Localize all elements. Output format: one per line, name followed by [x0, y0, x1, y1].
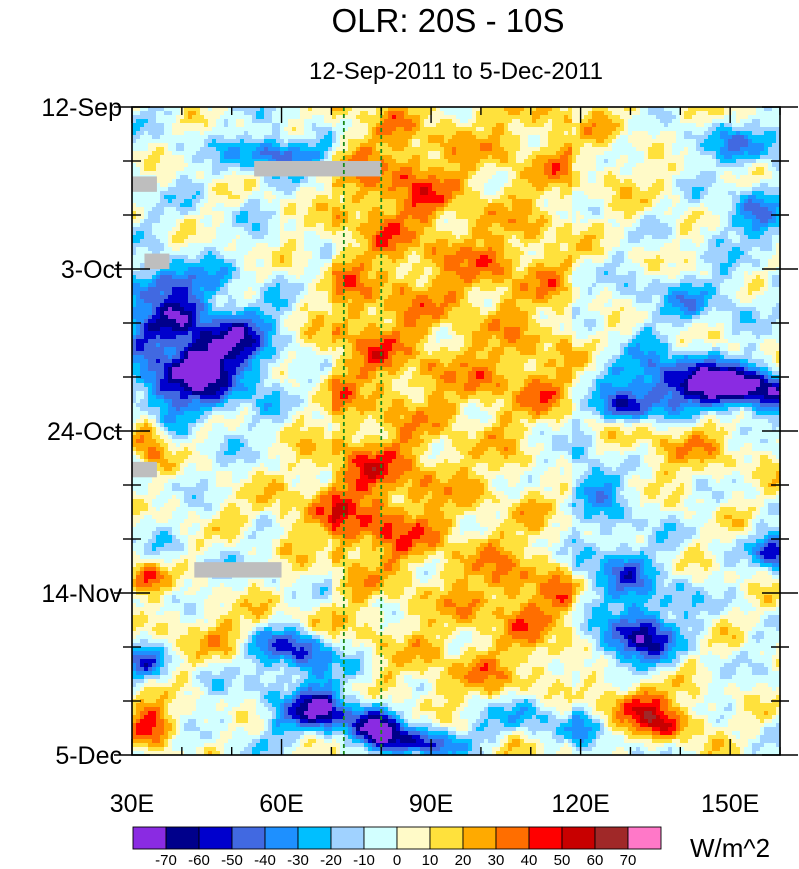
colorbar-label: 20: [455, 852, 472, 869]
x-tick-label: 60E: [259, 790, 303, 818]
colorbar-label: 0: [393, 852, 401, 869]
colorbar-label: 30: [488, 852, 505, 869]
y-tick-label: 24-Oct: [47, 418, 122, 446]
colorbar-swatch: [297, 826, 332, 850]
y-tick-label: 14-Nov: [41, 580, 122, 608]
colorbar-units-label: W/m^2: [690, 833, 770, 863]
missing-data-layer: [132, 161, 382, 578]
colorbar-swatch: [264, 826, 299, 850]
missing-data-box: [194, 562, 282, 578]
colorbar-label: -30: [287, 852, 309, 869]
colorbar-swatch: [429, 826, 464, 850]
colorbar-label: -50: [221, 852, 243, 869]
colorbar-swatch: [528, 826, 563, 850]
x-axis: 30E 60E 90E 120E 150E: [110, 107, 781, 818]
colorbar-swatch: [165, 826, 200, 850]
colorbar-label: -70: [155, 852, 177, 869]
reference-lines: [342, 107, 383, 755]
colorbar-label: 10: [422, 852, 439, 869]
colorbar-label: -60: [188, 852, 210, 869]
x-tick-label: 30E: [110, 790, 154, 818]
colorbar-label: 70: [620, 852, 637, 869]
y-tick-label: 5-Dec: [55, 742, 122, 770]
colorbar-swatch: [495, 826, 530, 850]
x-tick-label: 90E: [409, 790, 453, 818]
y-tick-label: 3-Oct: [61, 256, 122, 284]
y-tick-label: 12-Sep: [41, 94, 122, 122]
colorbar-swatch: [231, 826, 266, 850]
missing-data-box: [132, 461, 157, 478]
colorbar-label: 50: [554, 852, 571, 869]
x-tick-label: 150E: [701, 790, 759, 818]
colorbar-swatch: [594, 826, 629, 850]
chart-title: OLR: 20S - 10S: [332, 2, 565, 39]
colorbar-swatch: [462, 826, 497, 850]
colorbar-swatch: [132, 826, 167, 850]
colorbar-swatch: [330, 826, 365, 850]
heatmap-field: [132, 107, 781, 756]
chart-subtitle: 12-Sep-2011 to 5-Dec-2011: [309, 58, 603, 85]
colorbar-label: -40: [254, 852, 276, 869]
colorbar-swatch: [363, 826, 398, 850]
missing-data-box: [132, 176, 157, 192]
colorbar-swatch: [198, 826, 233, 850]
colorbar-swatch: [561, 826, 596, 850]
x-tick-label: 120E: [551, 790, 609, 818]
colorbar: -70 -60 -50 -40 -30 -20 -10 0 10 20 30 40 50 60 70: [132, 826, 662, 869]
colorbar-label: -10: [353, 852, 375, 869]
colorbar-label: 60: [587, 852, 604, 869]
colorbar-swatch: [627, 826, 662, 850]
colorbar-swatch: [396, 826, 431, 850]
colorbar-label: 40: [521, 852, 538, 869]
colorbar-label: -20: [320, 852, 342, 869]
y-axis: 12-Sep 3-Oct 24-Oct 14-Nov 5-Dec: [41, 94, 798, 770]
missing-data-box: [254, 161, 382, 177]
missing-data-box: [144, 253, 170, 269]
